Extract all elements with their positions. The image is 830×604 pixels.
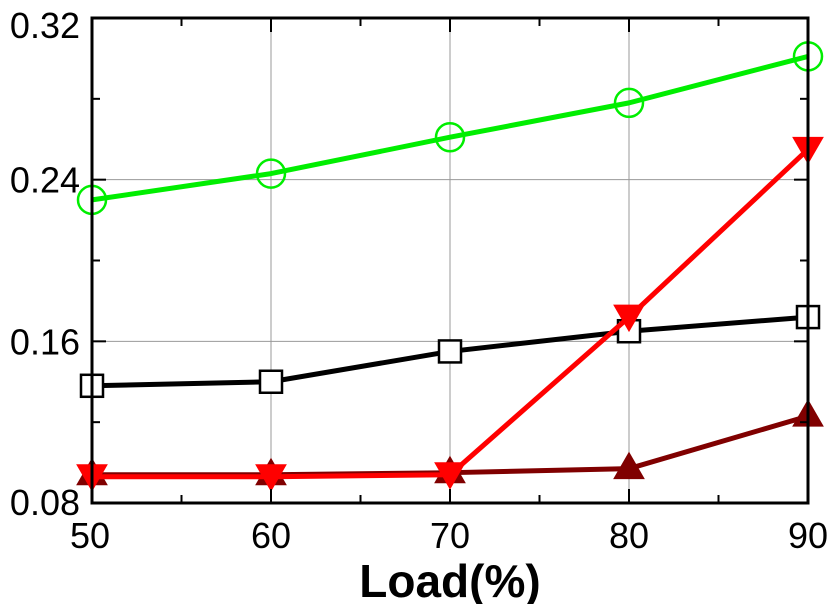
x-tick-label: 90: [788, 515, 828, 556]
data-point-triangle-down: [434, 462, 466, 490]
x-tick-label: 60: [251, 515, 291, 556]
x-tick-label: 80: [609, 515, 649, 556]
data-point-triangle-down: [255, 464, 287, 492]
data-point-triangle-up: [613, 451, 645, 480]
x-tick-label: 50: [70, 515, 110, 556]
series-square: [79, 304, 821, 399]
grid: [92, 18, 808, 503]
x-axis-title: Load(%): [359, 555, 540, 604]
series-line: [91, 53, 809, 203]
ticks: [91, 17, 809, 504]
data-point-triangle-down: [613, 304, 645, 333]
y-tick-label: 0.16: [10, 321, 80, 362]
y-tick-label: 0.24: [10, 160, 80, 201]
x-tick-label: 70: [430, 515, 470, 556]
data-point-square: [437, 339, 463, 364]
data-point-circle: [255, 158, 287, 189]
data-point-circle: [613, 87, 645, 119]
data-point-square: [258, 369, 284, 394]
y-tick-label: 0.08: [10, 482, 80, 523]
tick-labels: 50 60 70 80 90 0.08 0.16 0.24 0.32: [10, 5, 828, 556]
data-point-circle: [434, 121, 466, 153]
y-tick-label: 0.32: [10, 5, 80, 46]
